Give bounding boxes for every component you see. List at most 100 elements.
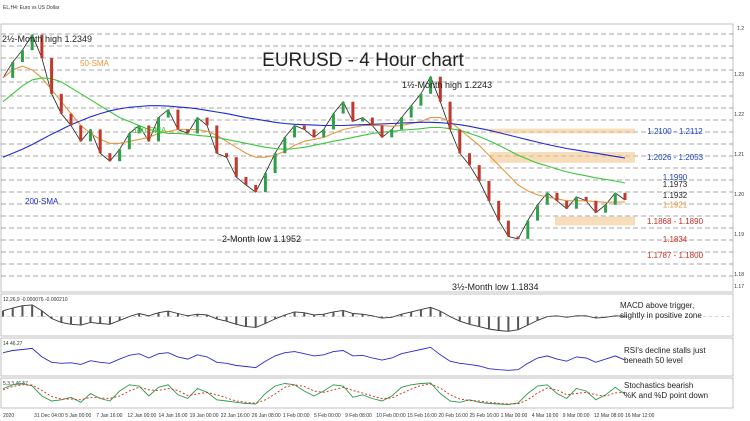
date-tick-label: 16 Mar 12:00 <box>625 413 655 419</box>
candle <box>147 125 151 142</box>
price-tick-label: 1.2 <box>737 26 744 32</box>
candle <box>380 125 384 138</box>
candle <box>516 236 520 239</box>
date-tick-label: 20 Feb 16:00 <box>438 413 468 419</box>
stochastics-comment-line-1: Stochastics bearish <box>624 381 693 390</box>
price-tick-label: 1.21 <box>734 152 744 158</box>
stochastics-comment-line-2: %K and %D point down <box>624 391 708 400</box>
candle <box>40 34 44 59</box>
date-tick-label: 14 Jan 16:00 <box>159 413 188 419</box>
date-tick-label: 12 Mar 08:00 <box>594 413 624 419</box>
level-label: 1.2026 - 1.2053 <box>647 153 704 162</box>
macd-lines <box>1 304 733 332</box>
200-sma-line <box>2 105 626 159</box>
chart-title: EURUSD - 4 Hour chart <box>262 50 464 71</box>
level-label: 1.1868 - 1.1890 <box>647 217 704 226</box>
date-axis: 2020 31 Dec 04:00 5 Jan 00:00 7 Jan 16:00 12… <box>3 413 655 419</box>
annotation-100-sma: 100-SMA <box>133 126 167 135</box>
candle <box>331 113 335 130</box>
candle <box>536 204 540 221</box>
candle <box>429 76 433 94</box>
candle <box>477 165 481 181</box>
candle <box>98 129 102 154</box>
candle <box>244 177 248 185</box>
date-tick-label: 26 Jan 08:00 <box>252 413 281 419</box>
candle <box>545 192 549 205</box>
candle <box>604 204 608 213</box>
price-lines <box>2 33 627 240</box>
annotation-high-1: 2½-Month high 1.2349 <box>2 34 92 44</box>
date-tick-label: 15 Feb 16:00 <box>407 413 437 419</box>
stoch-d-line <box>2 383 626 405</box>
price-tick-label: 1.19 <box>734 232 744 238</box>
date-tick-label: 12 Jan 00:00 <box>127 413 156 419</box>
candle <box>127 133 131 150</box>
candle <box>176 109 180 130</box>
date-tick-label: 22 Jan 16:00 <box>221 413 250 419</box>
candle <box>574 196 578 209</box>
candle <box>215 125 219 154</box>
level-label: 1.1990 <box>663 173 688 182</box>
candle <box>497 200 501 221</box>
candle <box>273 153 277 174</box>
resistance-zone <box>490 152 635 163</box>
candle <box>458 129 462 154</box>
price-tick-label: 1.18 <box>734 272 744 278</box>
rsi-lines <box>2 346 626 371</box>
candle <box>565 200 569 209</box>
50-sma-line <box>2 65 625 203</box>
candle <box>59 93 63 114</box>
price-tick-label: 1.22 <box>734 112 744 118</box>
candle <box>322 129 326 138</box>
candle <box>195 117 199 134</box>
price-tick-label: 1.23 <box>734 72 744 78</box>
date-tick-label: 5 Jan 00:00 <box>65 413 91 419</box>
candle <box>205 117 209 126</box>
rsi-comment-line-2: beneath 50 level <box>624 356 683 365</box>
price-tick-label: 1.17 <box>734 284 744 290</box>
level-label: 1.1834 <box>663 235 688 244</box>
rsi-line <box>2 346 626 371</box>
candle <box>234 157 238 178</box>
annotation-50-sma: 50-SMA <box>80 59 110 68</box>
candle <box>20 50 24 63</box>
symbol-line: EL,H4: Euro vs US Dollar <box>3 5 60 11</box>
annotation-low-2: 3½-Month low 1.1834 <box>452 282 539 292</box>
macd-comment-line-2: slightly in positive zone <box>620 311 702 320</box>
candle <box>137 125 141 134</box>
support-resistance-zones <box>490 128 635 226</box>
price-tick-label: 1.20 <box>734 192 744 198</box>
100-sma-line <box>2 77 626 184</box>
rsi-header: 14 46.27 <box>3 341 23 347</box>
resistance-zone <box>490 128 635 134</box>
candle <box>623 192 627 201</box>
candle <box>11 62 15 78</box>
candle <box>594 200 598 213</box>
date-tick-label: 7 Jan 16:00 <box>96 413 122 419</box>
stoch-k-line <box>2 382 626 405</box>
date-tick-label: 10 Feb 00:00 <box>376 413 406 419</box>
date-tick-label: 9 Feb 08:00 <box>345 413 372 419</box>
candle <box>399 117 403 130</box>
annotation-high-2: 1½-Month high 1.2243 <box>402 80 492 90</box>
candle <box>613 192 617 205</box>
candle <box>225 153 229 158</box>
candle <box>30 34 34 51</box>
date-tick-label: 5 Feb 00:00 <box>314 413 341 419</box>
level-label: 1.1973 <box>663 180 688 189</box>
date-tick-label: 2020 <box>3 413 14 419</box>
candle <box>50 58 54 94</box>
level-label: 1.1921 <box>663 200 688 209</box>
candle <box>186 129 190 134</box>
candle <box>584 196 588 201</box>
candle <box>263 173 267 193</box>
date-tick-label: 1 Feb 00:00 <box>283 413 310 419</box>
candle <box>312 129 316 138</box>
price-axis: 1.2 1.23 1.22 1.21 1.20 1.19 1.18 1.17 <box>734 26 744 290</box>
candle <box>419 93 423 106</box>
candle <box>361 117 365 122</box>
candle <box>468 153 471 166</box>
rsi-panel-frame <box>0 337 734 377</box>
level-label: 1.1932 <box>663 191 688 200</box>
